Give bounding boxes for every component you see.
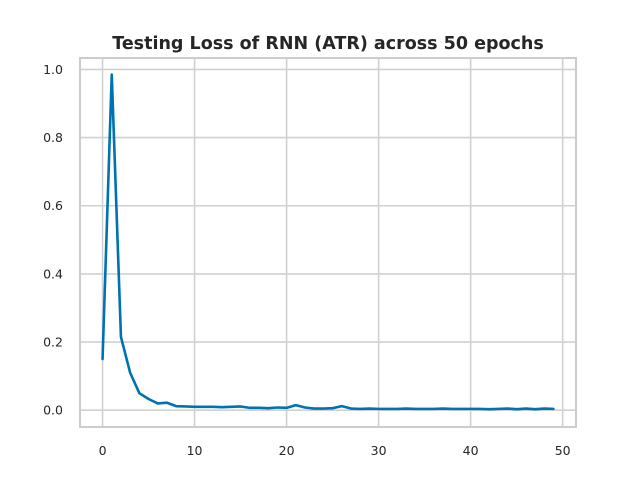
x-tick-label: 50 bbox=[555, 443, 571, 458]
y-tick-label: 0.0 bbox=[43, 403, 63, 418]
y-tick-label: 0.2 bbox=[43, 335, 63, 350]
x-tick-label: 20 bbox=[279, 443, 295, 458]
x-tick-label: 40 bbox=[463, 443, 479, 458]
tick-labels: 0 10 20 30 40 50 0.0 0.2 0.4 0.6 0.8 1.0 bbox=[43, 62, 571, 458]
y-tick-label: 0.8 bbox=[43, 130, 63, 145]
x-tick-label: 30 bbox=[371, 443, 387, 458]
grid bbox=[80, 58, 576, 427]
series-layer bbox=[101, 73, 555, 411]
x-tick-label: 0 bbox=[99, 443, 107, 458]
series-line-testing-loss bbox=[101, 73, 555, 411]
y-tick-label: 1.0 bbox=[43, 62, 63, 77]
y-tick-label: 0.4 bbox=[43, 266, 63, 281]
y-tick-label: 0.6 bbox=[43, 198, 63, 213]
plot-frame bbox=[79, 57, 577, 428]
x-tick-label: 10 bbox=[187, 443, 203, 458]
chart-title: Testing Loss of RNN (ATR) across 50 epoc… bbox=[112, 34, 544, 54]
